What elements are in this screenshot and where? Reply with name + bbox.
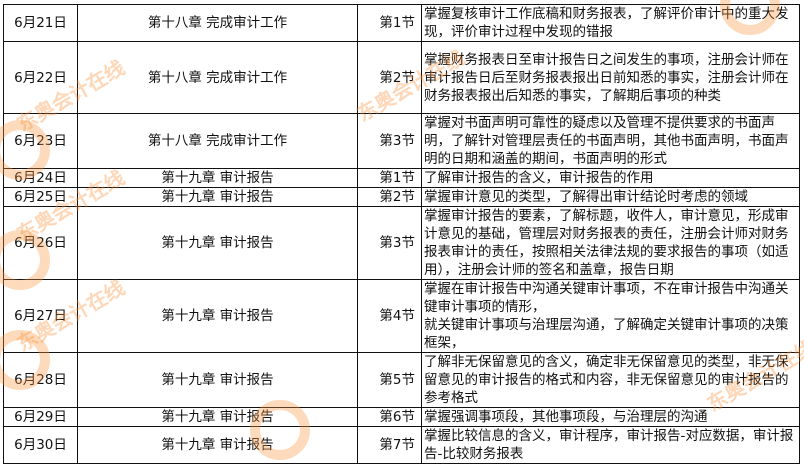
section-cell: 第3节: [357, 206, 422, 280]
table-row: 6月24日 第十九章 审计报告 第1节 了解审计报告的含义，审计报告的作用: [3, 168, 800, 188]
date-cell: 6月23日: [3, 113, 78, 169]
section-cell: 第6节: [357, 407, 422, 427]
table-row: 6月27日 第十九章 审计报告 第4节 掌握在审计报告中沟通关键审计事项，不在审计报告…: [3, 279, 800, 353]
table-row: 6月26日 第十九章 审计报告 第3节 掌握审计报告的要素，了解标题，收件人，审计意见…: [3, 206, 800, 280]
description-cell: 掌握财务报表日至审计报告日之间发生的事项，注册会计师在审计报告日后至财务报表报出…: [421, 41, 800, 114]
date-cell: 6月30日: [3, 426, 78, 464]
table-row: 6月22日 第十八章 完成审计工作 第2节 掌握财务报表日至审计报告日之间发生的事项，…: [3, 41, 800, 114]
chapter-cell: 第十九章 审计报告: [77, 279, 358, 353]
study-schedule-table: 6月21日 第十八章 完成审计工作 第1节 掌握复核审计工作底稿和财务报表，了解评价审…: [3, 4, 800, 464]
section-cell: 第7节: [357, 426, 422, 464]
table-row: 6月28日 第十九章 审计报告 第5节 了解非无保留意见的含义，确定非无保留意见的类型…: [3, 352, 800, 408]
table-row: 6月30日 第十九章 审计报告 第7节 掌握比较信息的含义，审计程序，审计报告-对应数…: [3, 426, 800, 464]
date-cell: 6月26日: [3, 206, 78, 280]
description-cell: 掌握强调事项段，其他事项段，与治理层的沟通: [421, 407, 800, 427]
chapter-cell: 第十九章 审计报告: [77, 168, 358, 188]
description-cell: 了解非无保留意见的含义，确定非无保留意见的类型，非无保留意见的审计报告的格式和内…: [421, 352, 800, 408]
chapter-cell: 第十九章 审计报告: [77, 407, 358, 427]
table-row: 6月21日 第十八章 完成审计工作 第1节 掌握复核审计工作底稿和财务报表，了解评价审…: [3, 4, 800, 42]
date-cell: 6月28日: [3, 352, 78, 408]
date-cell: 6月25日: [3, 187, 78, 207]
chapter-cell: 第十八章 完成审计工作: [77, 41, 358, 114]
chapter-cell: 第十九章 审计报告: [77, 206, 358, 280]
description-cell: 掌握在审计报告中沟通关键审计事项，不在审计报告中沟通关键审计事项的情形， 就关键…: [421, 279, 800, 353]
section-cell: 第3节: [357, 113, 422, 169]
date-cell: 6月22日: [3, 41, 78, 114]
section-cell: 第5节: [357, 352, 422, 408]
chapter-cell: 第十九章 审计报告: [77, 352, 358, 408]
chapter-cell: 第十八章 完成审计工作: [77, 4, 358, 42]
description-cell: 掌握比较信息的含义，审计程序，审计报告-对应数据，审计报告-比较财务报表: [421, 426, 800, 464]
date-cell: 6月21日: [3, 4, 78, 42]
chapter-cell: 第十九章 审计报告: [77, 426, 358, 464]
section-cell: 第1节: [357, 4, 422, 42]
table-row: 6月25日 第十九章 审计报告 第2节 掌握审计意见的类型，了解得出审计结论时考虑的领…: [3, 187, 800, 207]
date-cell: 6月24日: [3, 168, 78, 188]
description-cell: 掌握审计意见的类型，了解得出审计结论时考虑的领域: [421, 187, 800, 207]
description-cell: 掌握审计报告的要素，了解标题，收件人，审计意见，形成审计意见的基础，管理层对财务…: [421, 206, 800, 280]
date-cell: 6月27日: [3, 279, 78, 353]
date-cell: 6月29日: [3, 407, 78, 427]
section-cell: 第2节: [357, 187, 422, 207]
table-row: 6月23日 第十八章 完成审计工作 第3节 掌握对书面声明可靠性的疑虑以及管理不提供要…: [3, 113, 800, 169]
description-cell: 掌握对书面声明可靠性的疑虑以及管理不提供要求的书面声明，了解针对管理层责任的书面…: [421, 113, 800, 169]
section-cell: 第4节: [357, 279, 422, 353]
chapter-cell: 第十九章 审计报告: [77, 187, 358, 207]
table-row: 6月29日 第十九章 审计报告 第6节 掌握强调事项段，其他事项段，与治理层的沟通: [3, 407, 800, 427]
section-cell: 第1节: [357, 168, 422, 188]
description-cell: 了解审计报告的含义，审计报告的作用: [421, 168, 800, 188]
section-cell: 第2节: [357, 41, 422, 114]
description-cell: 掌握复核审计工作底稿和财务报表，了解评价审计中的重大发现，评价审计过程中发现的错…: [421, 4, 800, 42]
chapter-cell: 第十八章 完成审计工作: [77, 113, 358, 169]
